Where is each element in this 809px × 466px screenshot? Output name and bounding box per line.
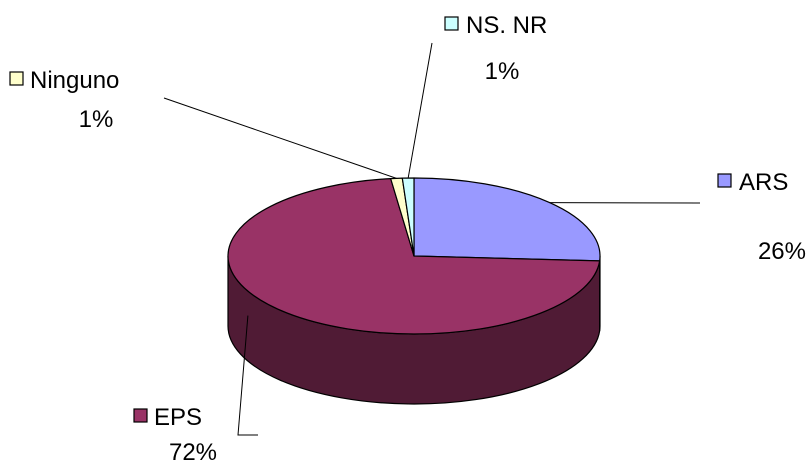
- label-group-nsnr: NS. NR 1%: [444, 12, 547, 85]
- label-group-ars: ARS 26%: [717, 169, 806, 265]
- legend-name-nsnr: NS. NR: [466, 12, 547, 39]
- leader-line-ninguno: [163, 97, 397, 179]
- pie-slice-ars: [413, 177, 601, 262]
- legend-pct-ninguno: 1%: [79, 106, 114, 133]
- legend-swatch-ars: [717, 173, 732, 188]
- label-group-ninguno: Ninguno 1%: [9, 67, 119, 133]
- leader-line-eps: [237, 315, 258, 436]
- legend-pct-eps: 72%: [169, 439, 217, 466]
- legend-name-eps: EPS: [154, 404, 202, 431]
- legend-pct-ars: 26%: [758, 238, 806, 265]
- leader-line-nsnr: [407, 42, 433, 179]
- legend-swatch-nsnr: [444, 16, 459, 31]
- legend-pct-nsnr: 1%: [485, 58, 520, 85]
- legend-swatch-ninguno: [9, 71, 24, 86]
- legend-swatch-eps: [133, 408, 148, 423]
- pie-top-face: [227, 177, 601, 335]
- legend-name-ninguno: Ninguno: [30, 67, 119, 94]
- pie-slice-nsnr: [401, 177, 415, 257]
- legend-name-ars: ARS: [739, 169, 788, 196]
- label-group-eps: EPS 72%: [133, 404, 217, 466]
- leader-lines: [163, 42, 701, 436]
